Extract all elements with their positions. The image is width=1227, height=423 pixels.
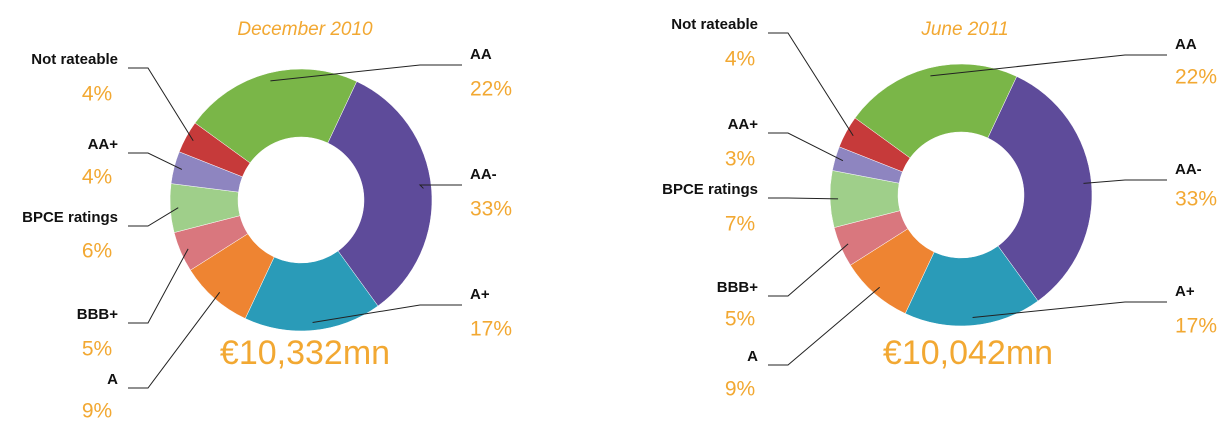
leader-line: [418, 184, 462, 189]
donut-slice: [178, 122, 251, 178]
leader-line: [768, 286, 880, 366]
leader-line: [312, 304, 462, 323]
value-label: 9%: [725, 378, 755, 401]
leader-line: [768, 243, 849, 297]
category-label: AA: [1175, 36, 1197, 53]
value-label: 9%: [82, 400, 112, 423]
category-label: AA-: [470, 166, 497, 183]
value-label: 5%: [82, 338, 112, 361]
total-label: €10,332mn: [220, 334, 390, 372]
category-label: AA-: [1175, 161, 1202, 178]
value-label: 6%: [82, 240, 112, 263]
leader-line: [768, 32, 854, 137]
value-label: 17%: [1175, 315, 1217, 338]
category-label: BPCE ratings: [662, 181, 758, 198]
value-label: 4%: [82, 83, 112, 106]
donut-slice: [987, 76, 1093, 302]
leader-line: [768, 132, 844, 162]
category-label: Not rateable: [671, 16, 758, 33]
leader-line: [128, 67, 194, 142]
category-label: BBB+: [717, 279, 758, 296]
value-label: 17%: [470, 318, 512, 341]
leader-line: [270, 64, 462, 82]
category-label: AA+: [88, 136, 119, 153]
chart-title: June 2011: [920, 19, 1008, 40]
donut-slice: [838, 117, 911, 173]
value-label: 4%: [725, 48, 755, 71]
value-label: 22%: [470, 78, 512, 101]
value-label: 33%: [1175, 188, 1217, 211]
category-label: A: [107, 371, 118, 388]
total-label: €10,042mn: [883, 334, 1053, 372]
donut-slice: [327, 81, 433, 307]
leader-line: [1083, 179, 1167, 184]
value-label: 4%: [82, 166, 112, 189]
value-label: 22%: [1175, 66, 1217, 89]
leader-line: [128, 152, 183, 170]
category-label: A+: [1175, 283, 1195, 300]
category-label: AA+: [728, 116, 759, 133]
leader-line: [972, 301, 1167, 318]
donut-slice: [854, 63, 1018, 159]
leader-line: [128, 207, 179, 227]
leader-line: [128, 248, 189, 324]
chart-title: December 2010: [237, 19, 373, 40]
category-label: AA: [470, 46, 492, 63]
value-label: 33%: [470, 198, 512, 221]
category-label: BBB+: [77, 306, 118, 323]
category-label: A: [747, 348, 758, 365]
donut-slice: [194, 68, 358, 164]
value-label: 7%: [725, 213, 755, 236]
leader-line: [930, 54, 1167, 77]
leader-line: [128, 291, 221, 389]
leader-line: [768, 197, 839, 200]
category-label: Not rateable: [31, 51, 118, 68]
category-label: BPCE ratings: [22, 209, 118, 226]
value-label: 5%: [725, 308, 755, 331]
category-label: A+: [470, 286, 490, 303]
value-label: 3%: [725, 148, 755, 171]
